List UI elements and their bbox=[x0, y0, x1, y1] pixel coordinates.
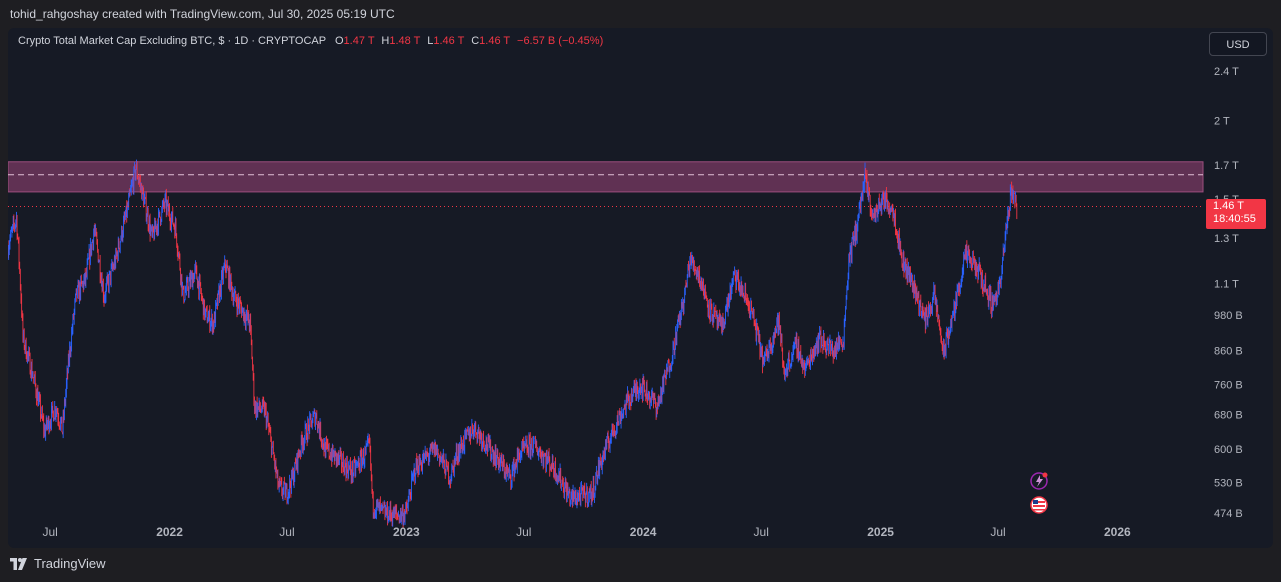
chart-attribution: tohid_rahgoshay created with TradingView… bbox=[0, 0, 1281, 28]
x-tick-label: 2022 bbox=[156, 525, 183, 539]
high-label: H bbox=[381, 35, 390, 47]
y-tick-label: 760 B bbox=[1214, 379, 1243, 391]
y-tick-label: 1.7 T bbox=[1214, 160, 1239, 172]
change-value: −6.57 B (−0.45%) bbox=[517, 35, 604, 47]
y-tick-label: 1.1 T bbox=[1214, 279, 1239, 291]
y-tick-label: 860 B bbox=[1214, 346, 1243, 358]
y-tick-label: 680 B bbox=[1214, 410, 1243, 422]
y-tick-label: 600 B bbox=[1214, 444, 1243, 456]
x-tick-label: Jul bbox=[754, 525, 769, 539]
x-tick-label: 2023 bbox=[393, 525, 420, 539]
close-value: 1.46 T bbox=[479, 35, 510, 47]
x-tick-label: Jul bbox=[279, 525, 294, 539]
y-tick-label: 530 B bbox=[1214, 478, 1243, 490]
lightning-event-icon[interactable] bbox=[1030, 472, 1048, 490]
last-price-value: 1.46 T bbox=[1213, 200, 1244, 212]
x-tick-label: 2024 bbox=[630, 525, 657, 539]
x-tick-label: 2026 bbox=[1104, 525, 1131, 539]
x-tick-label: Jul bbox=[516, 525, 531, 539]
y-tick-label: 1.3 T bbox=[1214, 233, 1239, 245]
close-label: C bbox=[471, 35, 480, 47]
currency-button[interactable]: USD bbox=[1209, 32, 1267, 56]
x-tick-label: 2025 bbox=[867, 525, 894, 539]
brand-name: TradingView bbox=[34, 556, 106, 571]
resistance-zone[interactable] bbox=[8, 161, 1204, 193]
high-value: 1.48 T bbox=[389, 35, 421, 47]
tradingview-logo[interactable]: TradingView bbox=[10, 556, 106, 571]
symbol-legend[interactable]: Crypto Total Market Cap Excluding BTC, $… bbox=[18, 35, 603, 47]
x-tick-label: Jul bbox=[990, 525, 1005, 539]
last-price-tag: 1.46 T 18:40:55 bbox=[1206, 199, 1266, 229]
footer-bar: TradingView bbox=[0, 548, 1281, 582]
bar-countdown: 18:40:55 bbox=[1213, 213, 1256, 225]
us-flag-icon[interactable] bbox=[1030, 496, 1048, 514]
low-label: L bbox=[427, 35, 434, 47]
x-tick-label: Jul bbox=[42, 525, 57, 539]
open-label: O bbox=[334, 35, 344, 47]
tradingview-logo-icon bbox=[10, 557, 27, 570]
y-tick-label: 2.4 T bbox=[1214, 66, 1239, 78]
y-tick-label: 474 B bbox=[1214, 508, 1243, 520]
y-tick-label: 2 T bbox=[1214, 116, 1230, 128]
low-value: 1.46 T bbox=[433, 35, 465, 47]
open-value: 1.47 T bbox=[343, 35, 375, 47]
symbol-title[interactable]: Crypto Total Market Cap Excluding BTC, $… bbox=[18, 35, 326, 47]
y-tick-label: 980 B bbox=[1214, 310, 1243, 322]
